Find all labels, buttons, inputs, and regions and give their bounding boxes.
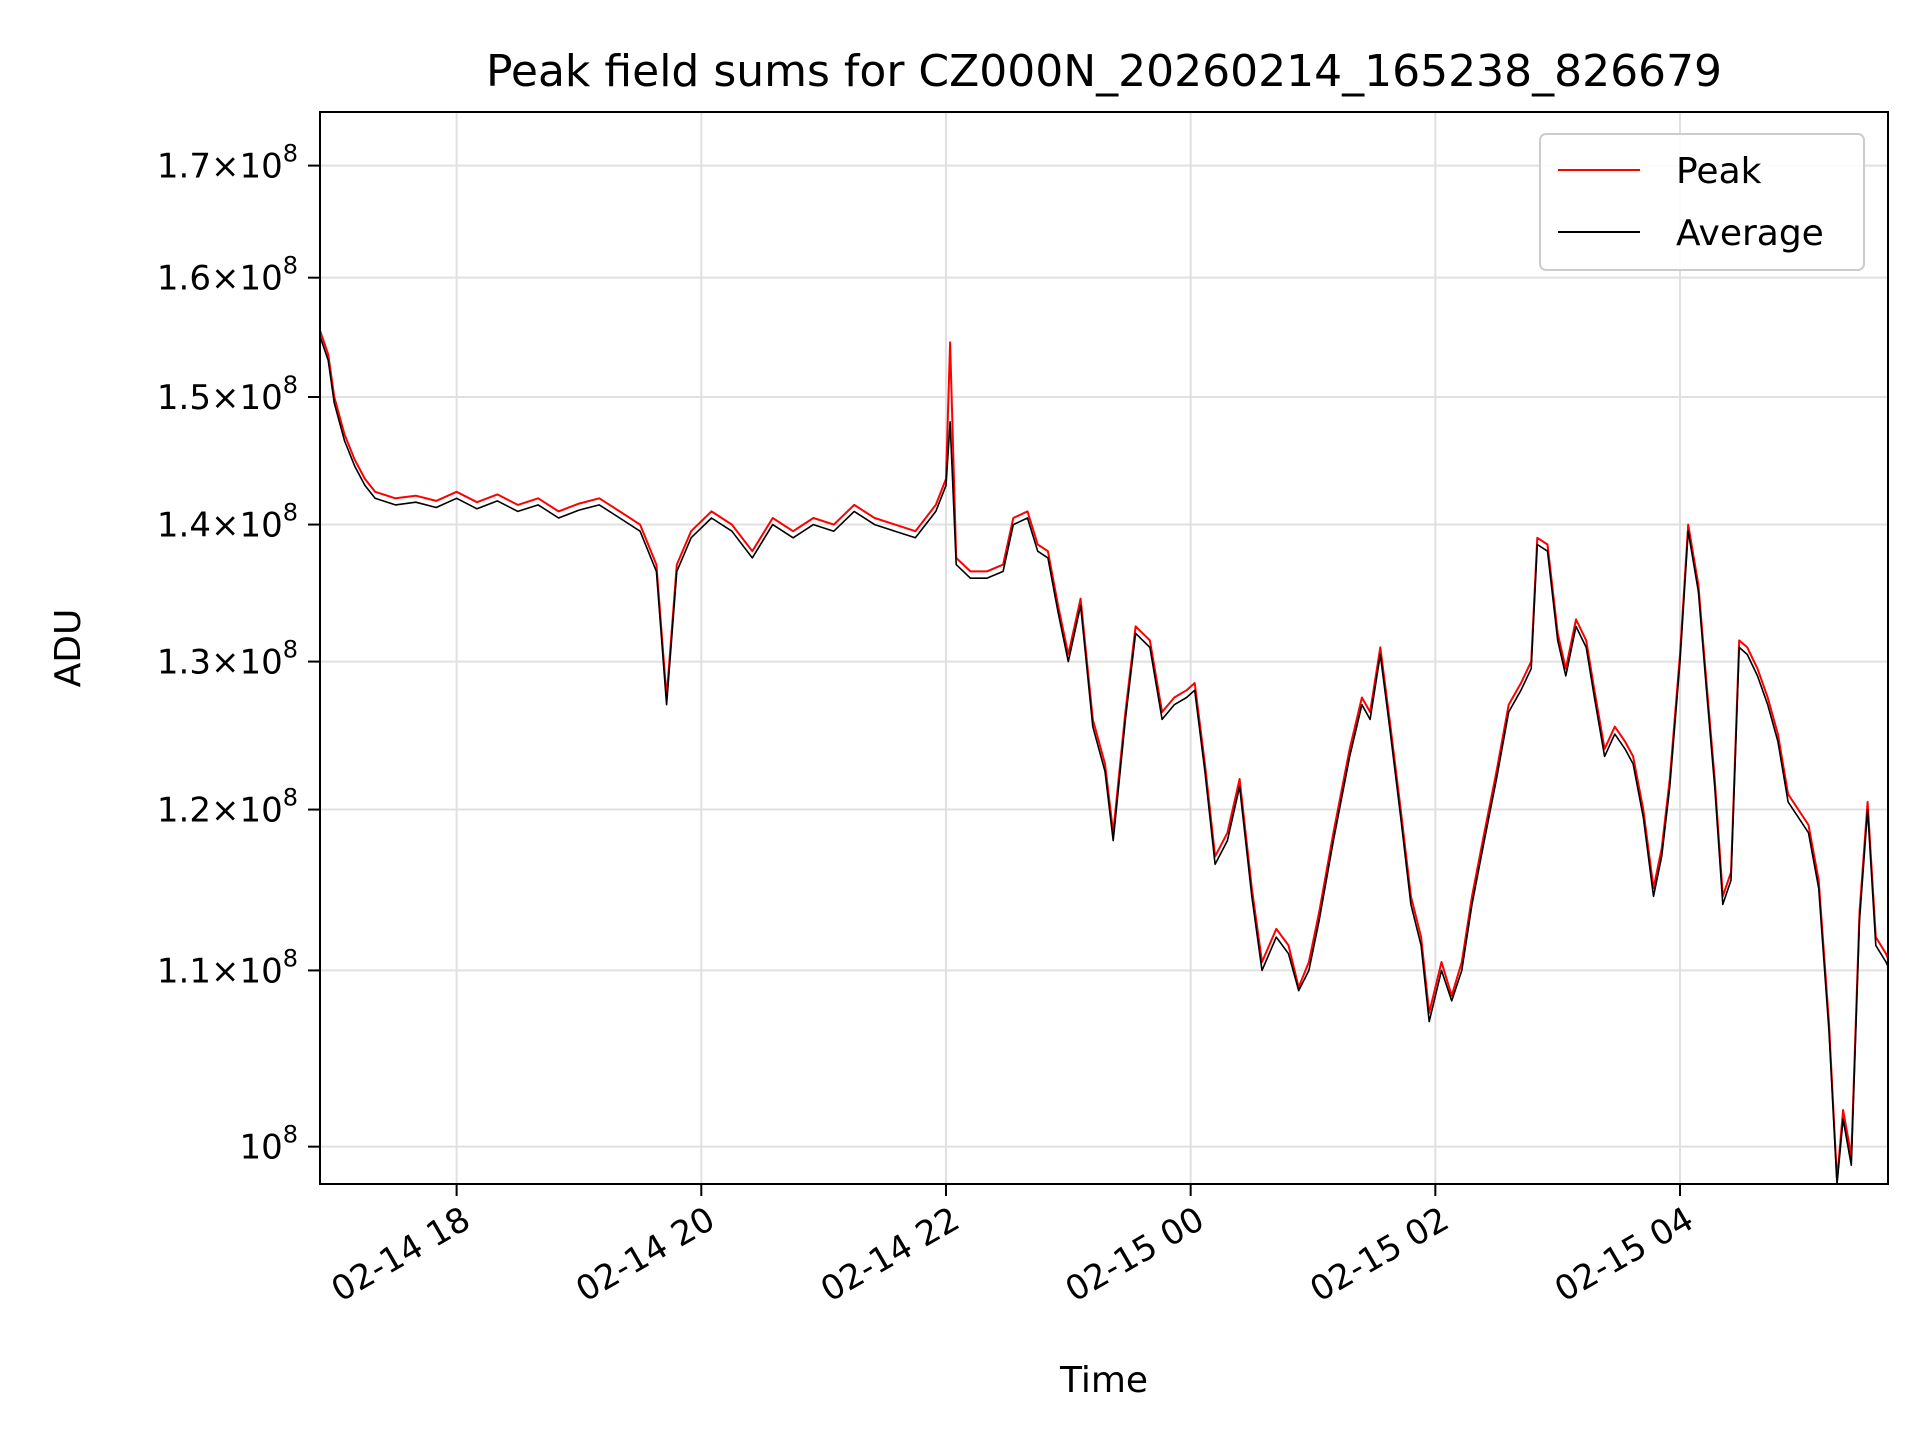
y-tick-label: 1.6×108 <box>157 252 298 299</box>
plot-area <box>319 111 1889 1185</box>
plot-frame <box>319 111 1889 1185</box>
y-axis: 108 1.1×108 1.2×108 1.3×108 1.4×108 1.5×108 1.… <box>157 140 320 1168</box>
legend-label-peak: Peak <box>1676 151 1762 192</box>
y-tick-label: 1.2×108 <box>157 784 298 831</box>
y-tick-label: 1.7×108 <box>157 140 298 187</box>
legend-box <box>1539 133 1865 271</box>
series-line-average <box>320 336 1888 1184</box>
y-tick-label: 1.3×108 <box>157 636 298 683</box>
y-tick-label: 108 <box>239 1121 298 1168</box>
y-tick-label: 1.4×108 <box>157 499 298 546</box>
plot-background <box>320 112 1888 1184</box>
x-axis-label: Time <box>1059 1360 1148 1401</box>
series-lines <box>320 330 1888 1184</box>
y-tick-label: 1.5×108 <box>157 371 298 418</box>
legend: Peak Average <box>1539 133 1865 271</box>
series-line-peak <box>320 330 1888 1182</box>
y-tick-label: 1.1×108 <box>157 944 298 991</box>
legend-label-average: Average <box>1676 213 1824 254</box>
y-axis-label: ADU <box>48 609 89 688</box>
chart-title: Peak field sums for CZ000N_20260214_1652… <box>486 46 1722 97</box>
grid-lines <box>320 112 1888 1184</box>
